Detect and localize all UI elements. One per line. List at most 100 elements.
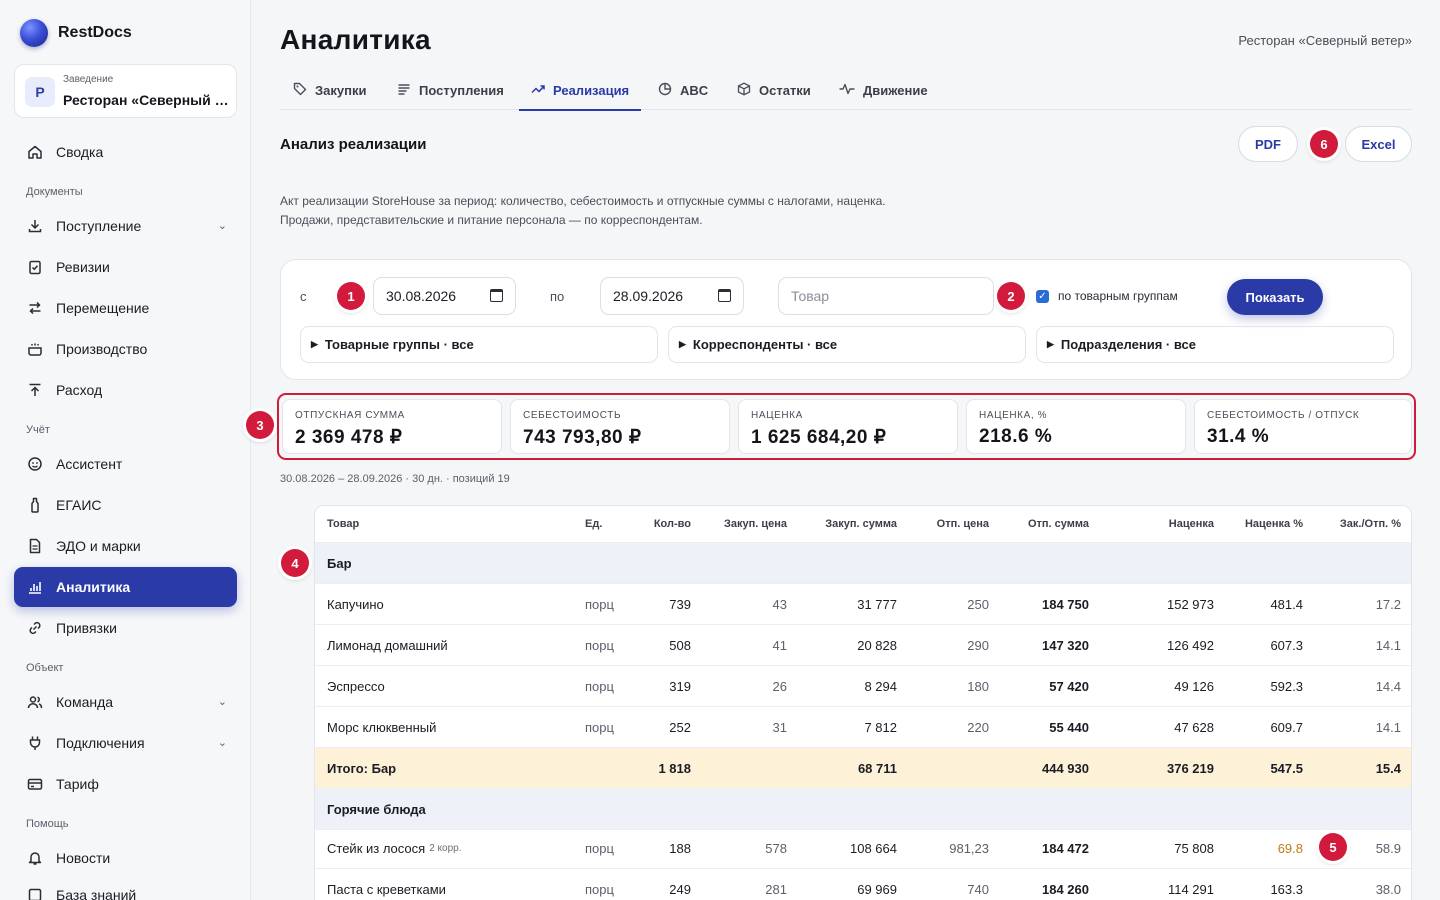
total-qty: 1 818 [658, 760, 691, 776]
table-row[interactable]: Лимонад домашний порц 508 41 20 828 290 … [315, 625, 1411, 666]
venue-name: Ресторан «Северный ветер» [63, 92, 229, 108]
date-from-label: с [300, 289, 307, 304]
column-header-unit[interactable]: Ед. [585, 518, 603, 530]
table-row[interactable]: Капучино порц 739 43 31 777 250 184 750 … [315, 584, 1411, 625]
table-group-row[interactable]: Горячие блюда [315, 789, 1411, 830]
kpi-value: 743 793,80 ₽ [523, 427, 642, 448]
calendar-icon[interactable] [490, 289, 503, 302]
sidebar-item-kb[interactable]: База знаний [14, 876, 237, 900]
table-row[interactable]: Морс клюквенный порц 252 31 7 812 220 55… [315, 707, 1411, 748]
tab-purchases[interactable]: Закупки [293, 72, 366, 109]
sidebar-item-team[interactable]: Команда ⌄ [14, 683, 237, 721]
brand-name: RestDocs [58, 24, 132, 41]
table-row[interactable]: Эспрессо порц 319 26 8 294 180 57 420 49… [315, 666, 1411, 707]
product-groups-expander[interactable]: ▶ Товарные группы · все [300, 326, 658, 363]
cell-buy-sum: 20 828 [857, 637, 897, 653]
cell-sell-price: 290 [967, 637, 989, 653]
sidebar-item-incoming[interactable]: Поступление ⌄ [14, 207, 237, 245]
credit-card-icon [27, 776, 43, 792]
sidebar-item-analytics[interactable]: Аналитика [14, 567, 237, 607]
arrows-swap-icon [27, 300, 43, 316]
kpi-value: 31.4 % [1207, 426, 1270, 447]
sidebar-item-label: Сводка [56, 144, 104, 160]
table-total-row: Итого: Бар 1 818 68 711 444 930 376 219 … [315, 748, 1411, 789]
sidebar: RestDocs Р Заведение Ресторан «Северный … [0, 0, 251, 900]
table-row[interactable]: Паста с креветками порц 249 281 69 969 7… [315, 869, 1411, 900]
chevron-down-icon: ⌄ [217, 737, 227, 749]
table-row[interactable]: Стейк из лосося 2 корр. порц 188 578 108… [315, 828, 1411, 869]
show-button[interactable]: Показать [1227, 279, 1323, 315]
export-pdf-button[interactable]: PDF [1238, 126, 1298, 162]
column-header-sell-price[interactable]: Отп. цена [936, 518, 989, 530]
cell-qty: 249 [669, 881, 691, 897]
cell-sell-price: 180 [967, 678, 989, 694]
venue-switcher[interactable]: Р Заведение Ресторан «Северный ветер» [14, 64, 237, 118]
assistant-icon [27, 456, 43, 472]
tab-movement[interactable]: Движение [839, 72, 928, 109]
bell-icon [27, 850, 43, 866]
sidebar-item-transfer[interactable]: Перемещение [14, 289, 237, 327]
kpi-label: Наценка, % [979, 410, 1048, 421]
calendar-icon[interactable] [718, 289, 731, 302]
column-header-sell-sum[interactable]: Отп. сумма [1027, 518, 1089, 530]
header-venue-name: Ресторан «Северный ветер» [1238, 33, 1412, 48]
column-header-buy-sum[interactable]: Закуп. сумма [825, 518, 897, 530]
cell-markup: 126 492 [1167, 637, 1214, 653]
sidebar-item-summary[interactable]: Сводка [14, 133, 237, 171]
sidebar-item-edo[interactable]: ЭДО и марки [14, 527, 237, 565]
date-from-input[interactable]: 30.08.2026 [373, 277, 516, 315]
table-header-row: Товар Ед. Кол-во Закуп. цена Закуп. сумм… [315, 506, 1411, 543]
sidebar-item-label: База знаний [56, 887, 137, 900]
sidebar-item-expense[interactable]: Расход [14, 371, 237, 409]
triangle-right-icon: ▶ [679, 339, 686, 349]
correspondents-expander[interactable]: ▶ Корреспонденты · все [668, 326, 1026, 363]
kpi-highlight-frame: Отпускная сумма 2 369 478 ₽ Себестоимост… [277, 393, 1416, 460]
sidebar-item-label: Подключения [56, 735, 145, 751]
column-header-ratio[interactable]: Зак./Отп. % [1339, 518, 1401, 530]
cell-buy-price: 26 [772, 678, 787, 694]
annotation-marker-6: 6 [1310, 130, 1338, 158]
annotation-marker-2: 2 [997, 282, 1025, 310]
users-icon [27, 694, 43, 710]
cell-markup-percent: 481.4 [1270, 596, 1303, 612]
product-search-input[interactable]: Товар [778, 277, 994, 315]
export-excel-button[interactable]: Excel [1345, 126, 1412, 162]
page-title: Аналитика [280, 24, 431, 55]
sidebar-section-help: Помощь [26, 818, 69, 830]
sidebar-item-bindings[interactable]: Привязки [14, 609, 237, 647]
sidebar-item-label: Привязки [56, 620, 117, 636]
divisions-expander[interactable]: ▶ Подразделения · все [1036, 326, 1394, 363]
sidebar-item-assistant[interactable]: Ассистент [14, 445, 237, 483]
sidebar-item-egais[interactable]: ЕГАИС [14, 486, 237, 524]
kpi-label: Себестоимость [523, 410, 622, 421]
correspondents-note: 2 корр. [429, 842, 462, 854]
group-name: Горячие блюда [327, 801, 426, 817]
brand[interactable]: RestDocs [20, 19, 132, 47]
date-to-input[interactable]: 28.09.2026 [600, 277, 744, 315]
kpi-sales-sum: Отпускная сумма 2 369 478 ₽ [282, 399, 502, 454]
cell-ratio: 14.1 [1375, 719, 1401, 735]
date-from-value: 30.08.2026 [386, 288, 457, 304]
cell-product: Лимонад домашний [327, 637, 448, 653]
table-group-row[interactable]: Бар [315, 543, 1411, 584]
tab-abc[interactable]: ABC [658, 72, 708, 109]
sidebar-section-object: Объект [26, 662, 64, 674]
sidebar-item-connections[interactable]: Подключения ⌄ [14, 724, 237, 762]
cell-buy-price: 31 [772, 719, 787, 735]
cell-unit: порц [585, 637, 614, 653]
tab-sales[interactable]: Реализация [519, 72, 641, 111]
column-header-markup-percent[interactable]: Наценка % [1244, 518, 1303, 530]
sidebar-item-label: Тариф [56, 776, 99, 792]
sidebar-item-revisions[interactable]: Ревизии [14, 248, 237, 286]
column-header-product[interactable]: Товар [327, 518, 360, 530]
sidebar-item-tariff[interactable]: Тариф [14, 765, 237, 803]
sidebar-item-news[interactable]: Новости [14, 839, 237, 877]
box-icon [737, 82, 751, 99]
column-header-buy-price[interactable]: Закуп. цена [723, 518, 787, 530]
column-header-markup[interactable]: Наценка [1168, 518, 1214, 530]
by-groups-checkbox[interactable]: ✓ [1036, 290, 1049, 303]
sidebar-item-production[interactable]: Производство [14, 330, 237, 368]
tab-receipts[interactable]: Поступления [397, 72, 504, 109]
tab-stock[interactable]: Остатки [737, 72, 811, 109]
column-header-qty[interactable]: Кол-во [653, 518, 691, 530]
